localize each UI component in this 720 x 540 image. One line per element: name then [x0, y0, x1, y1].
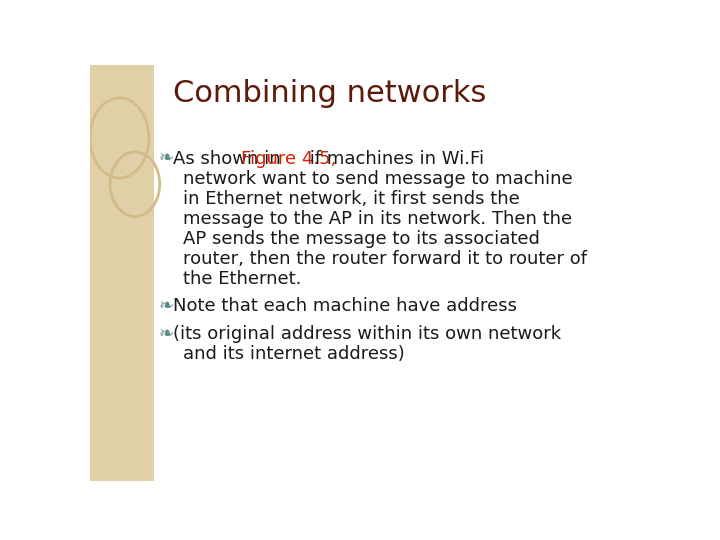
Text: ❧: ❧ [158, 325, 174, 343]
Text: Figure 4.5,: Figure 4.5, [241, 150, 337, 167]
Text: AP sends the message to its associated: AP sends the message to its associated [183, 230, 540, 247]
Text: ❧: ❧ [158, 150, 174, 167]
Text: router, then the router forward it to router of: router, then the router forward it to ro… [183, 249, 587, 268]
Text: the Ethernet.: the Ethernet. [183, 269, 302, 288]
Text: As shown in: As shown in [173, 150, 287, 167]
FancyBboxPatch shape [90, 65, 154, 481]
Text: Note that each machine have address: Note that each machine have address [173, 298, 517, 315]
Text: network want to send message to machine: network want to send message to machine [183, 170, 572, 187]
Text: and its internet address): and its internet address) [183, 345, 405, 363]
Text: Combining networks: Combining networks [173, 79, 486, 107]
Text: ❧: ❧ [158, 298, 174, 315]
Text: message to the AP in its network. Then the: message to the AP in its network. Then t… [183, 210, 572, 227]
Text: (its original address within its own network: (its original address within its own net… [173, 325, 561, 343]
Text: if machines in Wi.Fi: if machines in Wi.Fi [304, 150, 484, 167]
Text: in Ethernet network, it first sends the: in Ethernet network, it first sends the [183, 190, 520, 207]
